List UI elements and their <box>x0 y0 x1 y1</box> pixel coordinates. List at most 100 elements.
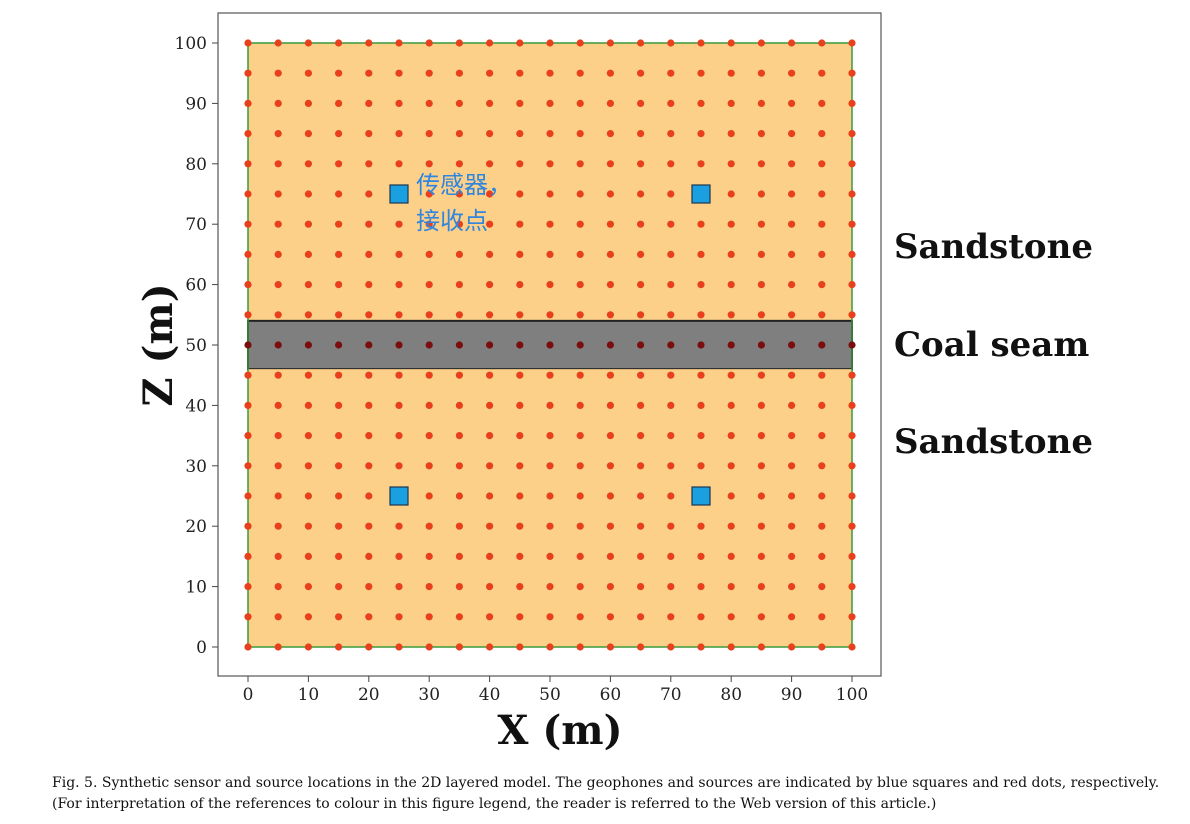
source-dot <box>304 99 312 107</box>
source-dot <box>667 552 675 561</box>
source-dot <box>395 250 403 258</box>
source-dot <box>788 492 796 500</box>
source-dot <box>546 583 554 591</box>
source-dot <box>546 190 554 198</box>
source-dot <box>546 311 554 319</box>
source-dot <box>546 69 554 77</box>
source-dot <box>757 250 766 258</box>
source-dot <box>335 190 343 198</box>
y-axis-label: Z (m) <box>135 283 182 406</box>
source-dot <box>546 613 554 621</box>
source-dot <box>606 250 615 258</box>
source-dot <box>516 250 524 258</box>
source-dot <box>667 220 675 228</box>
source-dot <box>274 401 282 409</box>
source-dot <box>818 522 826 530</box>
source-dot <box>546 220 554 228</box>
source-dot <box>788 341 796 349</box>
source-dot <box>365 250 373 258</box>
source-dot <box>788 69 796 77</box>
source-dot <box>546 371 554 379</box>
source-dot <box>818 190 826 198</box>
annotation-line: 接收点 <box>416 207 488 235</box>
source-dot <box>304 160 312 168</box>
source-dot <box>697 99 705 107</box>
source-dot <box>606 311 615 319</box>
source-dot <box>576 613 584 621</box>
source-dot <box>486 311 494 319</box>
source-dot <box>848 552 856 561</box>
source-dot <box>274 643 282 651</box>
source-dot <box>244 613 252 621</box>
source-dot <box>516 401 524 409</box>
source-dot <box>486 371 494 379</box>
source-dot <box>576 643 584 651</box>
source-dot <box>455 432 463 440</box>
source-dot <box>788 99 796 107</box>
source-dot <box>606 220 615 228</box>
source-dot <box>335 99 343 107</box>
source-dot <box>244 341 252 349</box>
source-dot <box>637 552 645 561</box>
source-dot <box>697 613 705 621</box>
source-dot <box>606 190 615 198</box>
source-dot <box>425 462 433 470</box>
source-dot <box>425 69 433 77</box>
source-dot <box>818 311 826 319</box>
source-dot <box>576 220 584 228</box>
source-dot <box>516 130 524 138</box>
source-dot <box>304 552 312 561</box>
source-dot <box>395 552 403 561</box>
source-dot <box>818 462 826 470</box>
y-tick-label: 100 <box>175 34 207 54</box>
source-dot <box>667 643 675 651</box>
source-dot <box>818 643 826 651</box>
source-dot <box>788 462 796 470</box>
source-dot <box>486 130 494 138</box>
source-dot <box>697 39 705 47</box>
geophone-square <box>389 486 409 506</box>
source-dot <box>365 160 373 168</box>
source-dot <box>546 281 554 289</box>
source-dot <box>395 311 403 319</box>
source-dot <box>516 462 524 470</box>
source-dot <box>335 492 343 500</box>
source-dot <box>335 130 343 138</box>
source-dot <box>667 613 675 621</box>
source-dot <box>788 220 796 228</box>
source-dot <box>516 613 524 621</box>
layer-labels: Sandstone Coal seam Sandstone <box>894 227 1093 462</box>
x-tick-label: 50 <box>539 685 561 705</box>
source-dot <box>486 190 494 198</box>
source-dot <box>788 39 796 47</box>
source-dot <box>606 643 615 651</box>
source-dot <box>848 583 856 591</box>
layer-label: Coal seam <box>894 325 1089 365</box>
source-dot <box>516 39 524 47</box>
source-dot <box>757 341 766 349</box>
source-dot <box>304 613 312 621</box>
source-dot <box>244 190 252 198</box>
source-dot <box>727 552 735 561</box>
source-dot <box>304 220 312 228</box>
source-dot <box>425 552 433 561</box>
source-dot <box>455 522 463 530</box>
source-dot <box>335 522 343 530</box>
source-dot <box>606 281 615 289</box>
source-dot <box>637 341 645 349</box>
source-dot <box>667 311 675 319</box>
source-dot <box>244 492 252 500</box>
source-dot <box>516 190 524 198</box>
source-dot <box>516 99 524 107</box>
source-dot <box>667 281 675 289</box>
x-axis-label: X (m) <box>497 707 622 754</box>
source-dot <box>788 432 796 440</box>
source-dot <box>818 39 826 47</box>
source-dot <box>365 583 373 591</box>
source-dot <box>274 341 282 349</box>
source-dot <box>818 99 826 107</box>
figure-caption: Fig. 5. Synthetic sensor and source loca… <box>52 775 1160 812</box>
layer-sandstone-2 <box>248 369 852 647</box>
source-dot <box>788 250 796 258</box>
source-dot <box>727 643 735 651</box>
